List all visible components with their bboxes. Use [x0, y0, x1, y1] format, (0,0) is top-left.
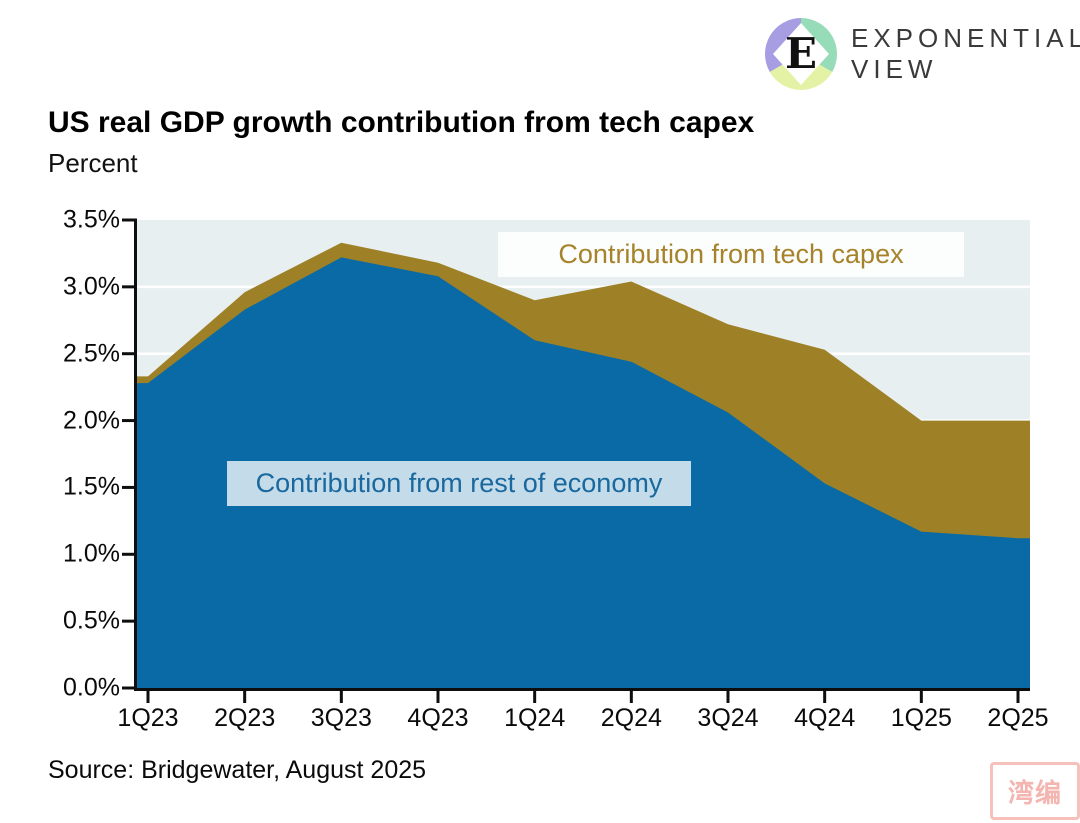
y-tick-label: 3.0%: [63, 272, 120, 301]
label-tech-capex: Contribution from tech capex: [498, 232, 964, 277]
x-tick-label: 2Q24: [600, 704, 662, 732]
x-tick-label: 2Q25: [987, 704, 1049, 732]
svg-text:E: E: [785, 29, 817, 78]
label-rest-of-economy: Contribution from rest of economy: [227, 461, 691, 506]
chart-title: US real GDP growth contribution from tec…: [48, 106, 755, 139]
brand-logo: E EXPONENTIAL VIEW: [764, 18, 1080, 91]
exponential-view-logo-icon: E: [764, 18, 838, 91]
y-axis-unit-label: Percent: [48, 148, 138, 178]
x-tick-label: 3Q24: [697, 704, 759, 732]
x-tick-label: 1Q25: [890, 704, 952, 732]
brand-name-line2: VIEW: [851, 54, 938, 84]
plot-area: [122, 218, 1030, 703]
stacked-area-chart: [122, 218, 1030, 703]
x-tick-label: 1Q23: [117, 704, 179, 732]
y-tick-label: 0.5%: [63, 606, 120, 635]
brand-name-line1: EXPONENTIAL: [851, 23, 1080, 54]
x-tick-label: 4Q23: [407, 704, 469, 732]
y-tick-label: 1.0%: [63, 539, 120, 568]
brand-logo-text: EXPONENTIAL VIEW: [851, 23, 1080, 84]
x-tick-label: 2Q23: [214, 704, 276, 732]
source-note: Source: Bridgewater, August 2025: [48, 756, 427, 784]
y-tick-label: 2.0%: [63, 406, 120, 435]
x-axis-tick-labels: 1Q23 2Q23 3Q23 4Q23 1Q24 2Q24 3Q24 4Q24 1Q25 2Q25: [117, 704, 1048, 736]
y-axis-tick-labels: 0.0% 0.5% 1.0% 1.5% 2.0% 2.5% 3.0% 3.5%: [18, 206, 120, 702]
y-tick-label: 3.5%: [63, 205, 120, 234]
y-tick-label: 1.5%: [63, 472, 120, 501]
x-tick-label: 3Q23: [310, 704, 372, 732]
y-tick-label: 2.5%: [63, 339, 120, 368]
y-tick-label: 0.0%: [63, 673, 120, 702]
watermark-stamp: 湾编: [990, 762, 1080, 820]
x-tick-label: 1Q24: [504, 704, 566, 732]
x-tick-label: 4Q24: [794, 704, 856, 732]
